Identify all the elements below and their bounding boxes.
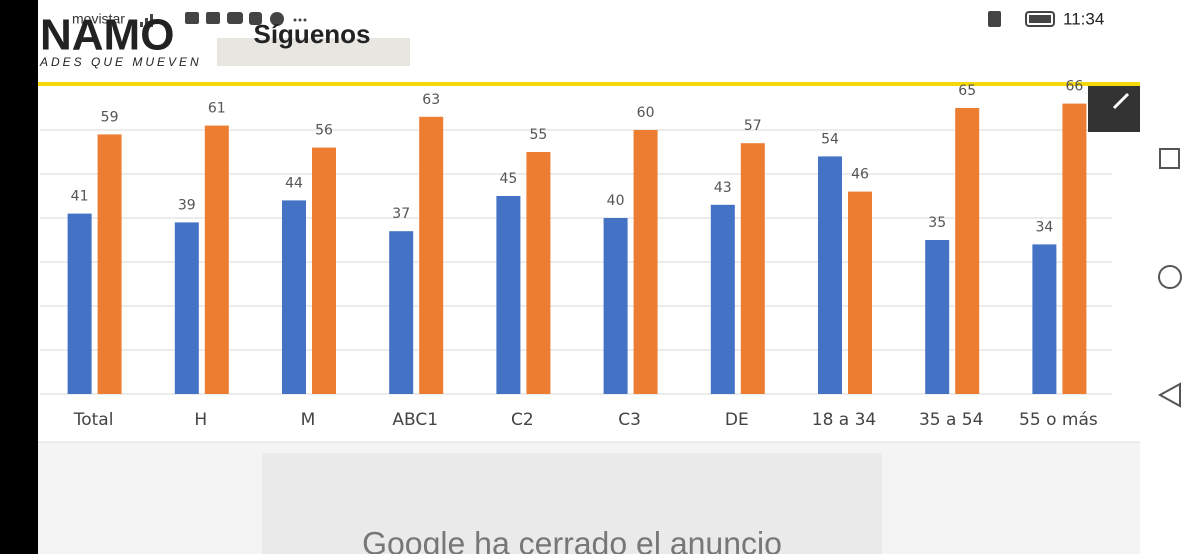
x-tick-label: C2 [511, 410, 534, 430]
chart: Total 41 59 H 39 61 M 44 56 ABC1 37 63 C2 45 55 C3 40 60 D… [40, 79, 1112, 430]
bar [526, 152, 551, 394]
data-label: 46 [851, 167, 869, 183]
bar [67, 213, 92, 394]
status-bar [38, 0, 1140, 38]
data-label: 35 [928, 215, 946, 231]
data-label: 65 [958, 83, 976, 99]
data-label: 61 [208, 101, 226, 117]
bar [710, 204, 735, 394]
x-tick-label: H [194, 410, 207, 430]
data-label: 37 [392, 206, 410, 222]
bar [633, 130, 658, 394]
data-label: 43 [714, 180, 732, 196]
bar [925, 240, 950, 394]
bar [204, 125, 229, 394]
data-label: 60 [637, 105, 655, 121]
data-label: 40 [607, 193, 625, 209]
bar [389, 231, 414, 394]
bar [1062, 103, 1087, 394]
x-tick-label: C3 [618, 410, 641, 430]
bar [174, 222, 199, 394]
x-tick-label: Total [73, 410, 114, 430]
bar [312, 147, 336, 394]
divider [38, 82, 1140, 86]
data-label: 44 [285, 175, 303, 191]
back-button[interactable] [1157, 382, 1181, 408]
bar [97, 134, 122, 394]
data-label: 41 [71, 189, 89, 205]
x-tick-label: 55 o más [1019, 410, 1098, 430]
bar [818, 156, 842, 394]
screen-edge [0, 0, 38, 554]
edit-icon [1112, 92, 1130, 110]
bar [848, 191, 872, 394]
logo: NAMO [40, 11, 174, 60]
data-label: 45 [499, 171, 517, 187]
data-label: 57 [744, 118, 762, 134]
recent-apps-button[interactable] [1159, 148, 1180, 169]
data-label: 63 [422, 92, 440, 108]
bar [419, 116, 444, 395]
nav-bar [1140, 0, 1200, 554]
ad-text: Google ha cerrado el anuncio [362, 525, 782, 554]
clock: 11:34 [1063, 9, 1104, 28]
data-label: 55 [529, 127, 547, 143]
x-tick-label: ABC1 [392, 410, 438, 430]
data-label: 59 [101, 109, 119, 125]
expand-button[interactable] [1088, 86, 1140, 132]
follow-button[interactable] [217, 38, 410, 66]
x-tick-label: DE [725, 410, 749, 430]
bar [740, 143, 765, 394]
data-label: 54 [821, 131, 839, 147]
home-button[interactable] [1158, 265, 1182, 289]
follow-button-label[interactable]: Síguenos [253, 19, 370, 49]
bar [1032, 244, 1057, 394]
x-tick-label: M [301, 410, 316, 430]
x-tick-label: 35 a 54 [919, 410, 984, 430]
bar [955, 108, 980, 394]
data-label: 66 [1065, 79, 1083, 95]
bar [496, 196, 521, 394]
bar [603, 218, 628, 394]
status-icons [140, 11, 1055, 27]
ad-box [262, 453, 882, 554]
bar [282, 200, 306, 394]
x-tick-label: 18 a 34 [812, 410, 877, 430]
data-label: 39 [178, 197, 196, 213]
tagline: ADES QUE MUEVEN [39, 55, 202, 69]
data-label: 56 [315, 123, 333, 139]
data-label: 34 [1035, 219, 1053, 235]
carrier: movistar [72, 11, 125, 27]
